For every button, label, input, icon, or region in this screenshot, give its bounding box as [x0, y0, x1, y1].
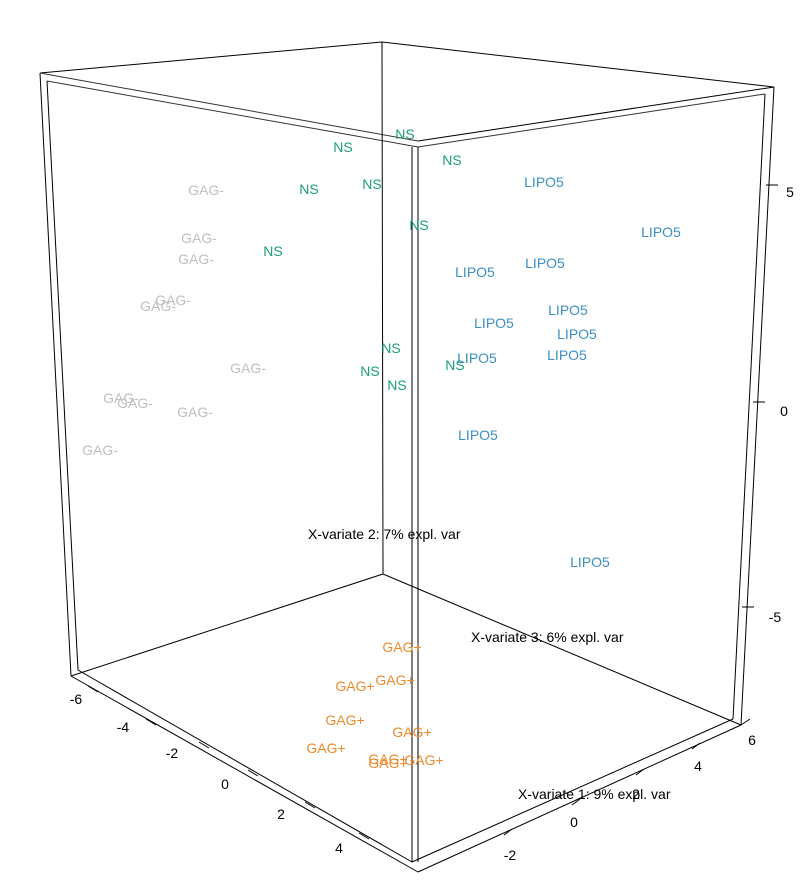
- point-label-lipo5: LIPO5: [457, 350, 497, 366]
- point-label-lipo5: LIPO5: [458, 427, 498, 443]
- x3-tick-mark: [304, 801, 316, 809]
- x1-tick-mark: [571, 798, 581, 806]
- x3-tick-label: -2: [166, 745, 179, 761]
- point-label-lipo5: LIPO5: [474, 315, 514, 331]
- x3-tick-mark: [358, 832, 370, 840]
- x3-tick-label: 2: [277, 806, 285, 822]
- point-label-lipo5: LIPO5: [525, 255, 565, 271]
- x1-tick-mark: [691, 742, 701, 750]
- point-label-lipo5: LIPO5: [524, 174, 564, 190]
- point-label-gagneg: GAG-: [140, 298, 176, 314]
- x1-tick-label: 4: [694, 758, 702, 774]
- box-top-near-right: [417, 93, 766, 148]
- point-label-gagpos: GAG+: [306, 740, 345, 756]
- x3-tick-label: 4: [335, 840, 343, 856]
- point-label-gagpos: GAG+: [368, 751, 407, 767]
- x3-tick-label: 0: [221, 776, 229, 792]
- point-label-ns: NS: [263, 243, 282, 259]
- box-bottom-back-left: [70, 573, 384, 677]
- point-label-gagneg: GAG-: [117, 395, 153, 411]
- box-bottom-back-right: [382, 573, 742, 726]
- point-label-gagneg: GAG-: [82, 442, 118, 458]
- point-label-gagpos: GAG+: [368, 755, 407, 771]
- x3-tick-mark: [247, 769, 259, 777]
- data-points: NSNSNSNSNSNSNSNSNSNSNSLIPO5LIPO5LIPO5LIP…: [82, 126, 681, 771]
- x3-axis-title: X-variate 3: 6% expl. var: [471, 629, 624, 645]
- point-label-ns: NS: [333, 139, 352, 155]
- box-edge-right-outer: [740, 86, 775, 726]
- point-label-lipo5: LIPO5: [641, 224, 681, 240]
- point-label-gagpos: GAG+: [335, 678, 374, 694]
- x2-axis-title: X-variate 2: 7% expl. var: [308, 526, 461, 542]
- point-label-ns: NS: [381, 340, 400, 356]
- point-label-lipo5: LIPO5: [455, 264, 495, 280]
- x1-tick-label: 0: [570, 814, 578, 830]
- tick-labels: -6 -4 -2 0 2 4 -2 0 2 4 6 5 0 -5: [70, 184, 794, 863]
- point-label-gagpos: GAG+: [404, 752, 443, 768]
- box-edge-left-inner: [46, 80, 79, 671]
- bounding-box: [39, 41, 775, 873]
- point-label-gagneg: GAG-: [103, 390, 139, 406]
- point-label-gagpos: GAG+: [392, 724, 431, 740]
- x1-tick-mark: [740, 718, 751, 726]
- x3-tick-mark: [198, 741, 210, 749]
- box-bottom-front-left-2: [77, 669, 413, 863]
- tick-marks: [87, 184, 778, 840]
- x2-tick-label: -5: [769, 609, 782, 625]
- point-label-lipo5: LIPO5: [547, 347, 587, 363]
- x3-tick-label: -4: [117, 719, 130, 735]
- box-bottom-front-right-2: [411, 718, 734, 863]
- point-label-gagneg: GAG-: [181, 230, 217, 246]
- box-bottom-front-right: [417, 724, 742, 873]
- x1-axis-title: X-variate 1: 9% expl. var: [518, 786, 671, 802]
- point-label-gagpos: GAG+: [382, 639, 421, 655]
- point-label-gagneg: GAG-: [177, 404, 213, 420]
- point-label-gagneg: GAG-: [230, 360, 266, 376]
- x1-tick-label: -2: [504, 847, 517, 863]
- point-label-gagneg: GAG-: [178, 251, 214, 267]
- x3-tick-label: -6: [70, 691, 83, 707]
- x2-tick-label: 5: [786, 184, 794, 200]
- x1-tick-label: 2: [632, 786, 640, 802]
- point-label-lipo5: LIPO5: [570, 554, 610, 570]
- x3-tick-mark: [87, 685, 99, 693]
- box-bottom-front-left: [70, 675, 419, 873]
- point-label-ns: NS: [445, 357, 464, 373]
- point-label-ns: NS: [409, 217, 428, 233]
- box-top-far: [39, 41, 775, 142]
- point-label-lipo5: LIPO5: [557, 326, 597, 342]
- point-label-gagneg: GAG-: [188, 182, 224, 198]
- x3-tick-mark: [145, 718, 157, 726]
- axis-titles: X-variate 2: 7% expl. var X-variate 3: 6…: [308, 526, 671, 802]
- box-top-near-left: [39, 72, 419, 142]
- point-label-gagneg: GAG-: [155, 292, 191, 308]
- point-label-ns: NS: [395, 126, 414, 142]
- point-label-ns: NS: [442, 152, 461, 168]
- x1-tick-mark: [635, 768, 645, 776]
- point-label-gagpos: GAG+: [325, 712, 364, 728]
- box-edge-back: [381, 41, 384, 575]
- point-label-ns: NS: [387, 377, 406, 393]
- point-label-gagpos: GAG+: [375, 672, 414, 688]
- box-edge-left-outer: [39, 72, 72, 677]
- point-label-ns: NS: [299, 181, 318, 197]
- box-edge-right-inner: [732, 93, 766, 720]
- x1-tick-label: 6: [748, 732, 756, 748]
- box-top-near-left-2: [46, 80, 419, 148]
- point-label-ns: NS: [362, 176, 381, 192]
- x2-tick-label: 0: [780, 403, 788, 419]
- point-label-ns: NS: [360, 363, 379, 379]
- point-label-lipo5: LIPO5: [548, 302, 588, 318]
- x1-tick-mark: [503, 828, 513, 836]
